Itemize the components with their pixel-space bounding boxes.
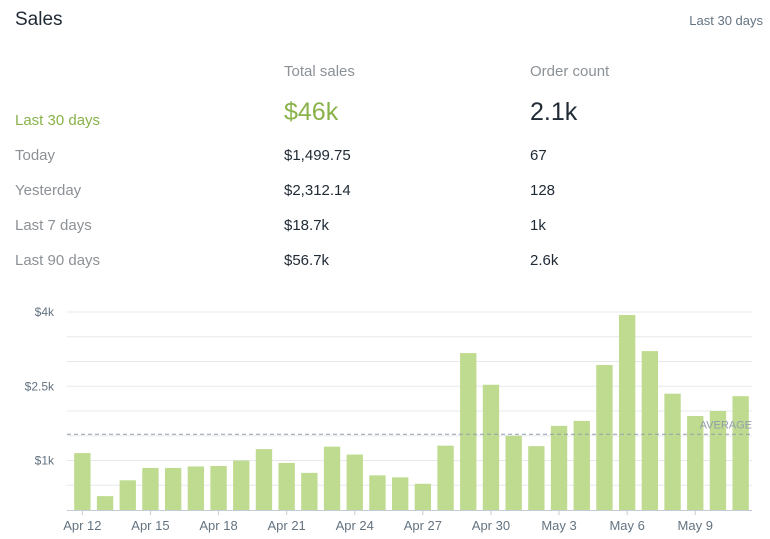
bar bbox=[687, 415, 704, 510]
bar bbox=[550, 425, 568, 510]
bar bbox=[255, 449, 273, 510]
total-sales-yesterday: $2,312.14 bbox=[284, 182, 351, 199]
col-header-total-sales: Total sales bbox=[284, 63, 355, 80]
x-tick-label: Apr 21 bbox=[267, 518, 305, 533]
order-count-last-90-days: 2.6k bbox=[530, 252, 559, 269]
bar bbox=[74, 453, 91, 510]
bar bbox=[391, 477, 409, 510]
order-count-yesterday: 128 bbox=[530, 182, 556, 199]
total-sales-last-90-days: $56.7k bbox=[284, 252, 330, 269]
bar bbox=[482, 384, 500, 510]
y-tick-label: $1k bbox=[35, 454, 55, 468]
x-tick-label: Apr 12 bbox=[63, 518, 101, 533]
order-count-today: 67 bbox=[530, 147, 547, 164]
bar bbox=[323, 446, 341, 510]
bar bbox=[187, 466, 205, 510]
bar bbox=[369, 475, 386, 510]
bar bbox=[573, 420, 590, 510]
row-label-last-30-days: Last 30 days bbox=[15, 112, 101, 129]
sales-bar-chart: $1k $2.5k $4k Apr 12 Apr 15 Apr 18 Apr 21 Apr 2… bbox=[25, 305, 752, 533]
bar bbox=[664, 393, 681, 510]
bar bbox=[596, 364, 613, 510]
total-sales-last-7-days: $18.7k bbox=[284, 217, 330, 234]
total-sales-today: $1,499.75 bbox=[284, 147, 351, 164]
x-tick-label: Apr 18 bbox=[199, 518, 237, 533]
x-tick-label: Apr 27 bbox=[404, 518, 442, 533]
bar bbox=[618, 314, 636, 510]
col-header-order-count: Order count bbox=[530, 63, 610, 80]
y-tick-label: $4k bbox=[35, 305, 55, 319]
row-label-today: Today bbox=[15, 147, 56, 164]
row-label-yesterday: Yesterday bbox=[15, 182, 82, 199]
bar bbox=[437, 445, 454, 510]
bar bbox=[142, 467, 159, 510]
bar bbox=[460, 353, 477, 510]
bar bbox=[119, 480, 136, 510]
bar bbox=[301, 472, 318, 510]
date-range-label[interactable]: Last 30 days bbox=[689, 13, 763, 28]
order-count-last-7-days: 1k bbox=[530, 217, 546, 234]
bar bbox=[528, 446, 545, 510]
row-label-last-90-days: Last 90 days bbox=[15, 252, 101, 269]
bar bbox=[414, 483, 432, 510]
average-label: AVERAGE bbox=[700, 419, 752, 431]
bar bbox=[233, 460, 250, 510]
x-tick-label: May 6 bbox=[609, 518, 644, 533]
y-tick-label: $2.5k bbox=[25, 379, 55, 393]
order-count-last-30-days: 2.1k bbox=[530, 98, 578, 126]
bar bbox=[709, 411, 727, 510]
bar bbox=[278, 462, 295, 510]
bar bbox=[210, 465, 227, 510]
bar bbox=[346, 454, 363, 510]
bar bbox=[96, 496, 114, 510]
x-tick-label: Apr 15 bbox=[131, 518, 169, 533]
x-tick-label: May 9 bbox=[678, 518, 713, 533]
x-tick-label: May 3 bbox=[541, 518, 576, 533]
x-tick-label: Apr 30 bbox=[472, 518, 510, 533]
bar bbox=[732, 396, 749, 510]
total-sales-last-30-days: $46k bbox=[284, 98, 339, 126]
row-label-last-7-days: Last 7 days bbox=[15, 217, 92, 234]
sales-title: Sales bbox=[15, 9, 63, 30]
bar bbox=[164, 467, 182, 510]
bar bbox=[641, 351, 659, 510]
x-tick-label: Apr 24 bbox=[336, 518, 374, 533]
bar bbox=[505, 435, 522, 510]
